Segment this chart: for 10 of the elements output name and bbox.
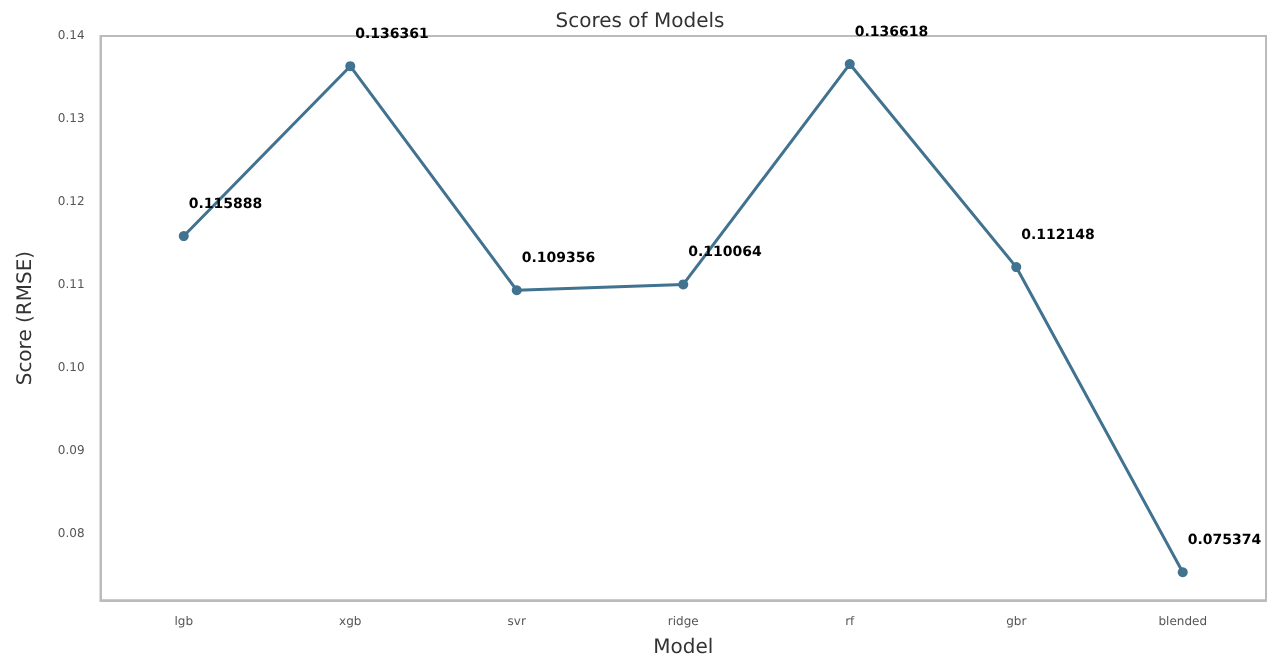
point (844, 59, 855, 70)
chart-title: Scores of Models (555, 11, 725, 33)
x-axis-title: Model (653, 637, 714, 659)
point (511, 285, 522, 296)
point (1177, 567, 1188, 578)
point (345, 61, 356, 72)
y-axis-title: Score (RMSE) (15, 250, 37, 386)
point (678, 279, 689, 290)
point (1011, 262, 1022, 273)
point (178, 231, 189, 242)
